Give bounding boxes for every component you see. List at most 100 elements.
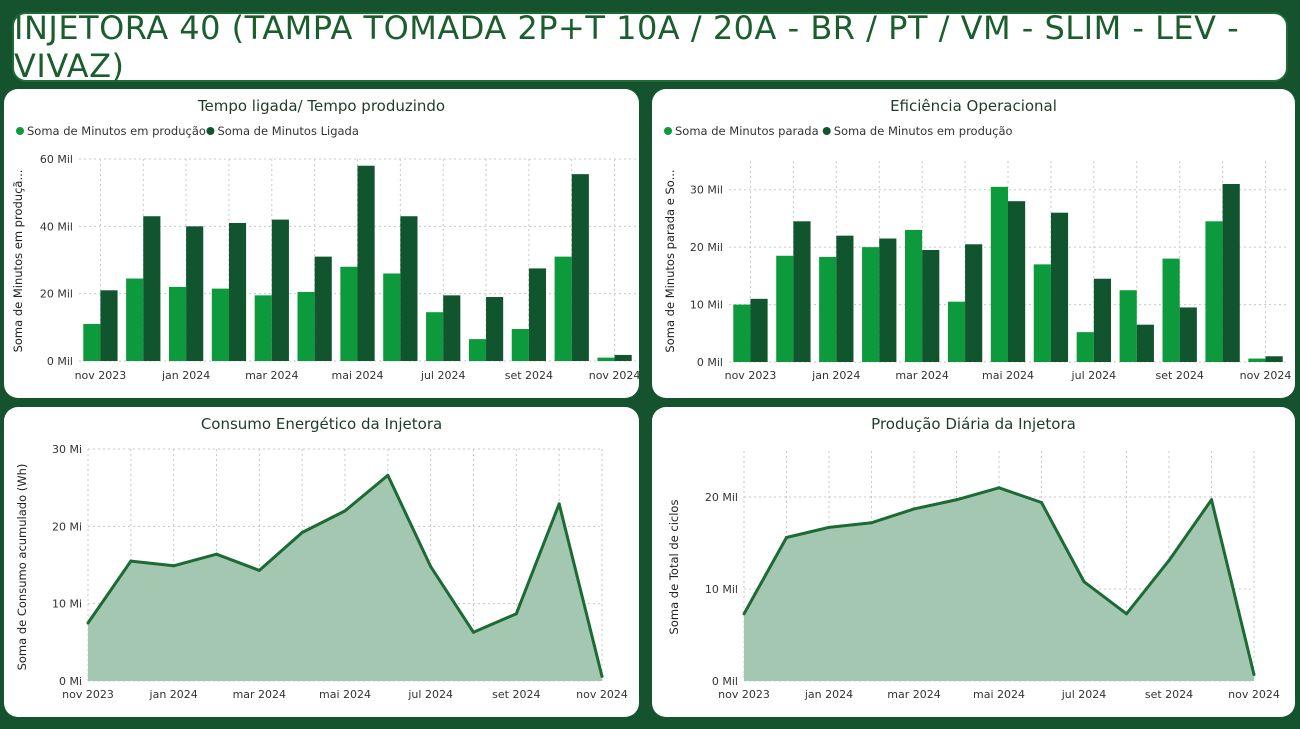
data-point-nov-2024 bbox=[600, 674, 604, 678]
data-point-set-2024 bbox=[1167, 558, 1171, 562]
data-point-nov-2023 bbox=[742, 612, 746, 616]
area-chart-consumo-energetico: Consumo Energético da Injetora 0 Mi 10 Mi 2… bbox=[15, 415, 628, 701]
data-point-nov-2024 bbox=[1252, 673, 1256, 677]
bar-soma-de-minutos-em-producao-abr-2024 bbox=[297, 291, 315, 361]
x-tick-label: nov 2024 bbox=[1228, 688, 1280, 701]
bar-soma-de-minutos-ligada-out-2024 bbox=[571, 174, 589, 361]
x-tick-label: mar 2024 bbox=[245, 369, 298, 382]
chart-card-eficiencia-operacional[interactable]: Eficiência Operacional Soma de Minutos pa… bbox=[652, 89, 1295, 398]
y-tick-label: 20 Mi bbox=[52, 520, 82, 533]
bar-soma-de-minutos-em-producao-mai-2024 bbox=[340, 266, 358, 361]
bar-soma-de-minutos-ligada-nov-2023 bbox=[100, 290, 118, 361]
x-tick-label: jan 2024 bbox=[161, 369, 210, 382]
x-tick-label: nov 2023 bbox=[75, 369, 127, 382]
bar-soma-de-minutos-em-producao-fev-2024 bbox=[879, 238, 897, 362]
y-tick-label: 0 Mil bbox=[47, 355, 73, 368]
y-tick-label: 10 Mil bbox=[690, 299, 723, 312]
bar-soma-de-minutos-em-producao-jan-2024 bbox=[836, 235, 854, 362]
data-point-ago-2024 bbox=[472, 630, 475, 634]
dashboard-title-bar: INJETORA 40 (TAMPA TOMADA 2P+T 10A / 20A… bbox=[12, 9, 1288, 85]
x-tick-label: nov 2024 bbox=[576, 688, 628, 701]
chart-title: Eficiência Operacional bbox=[890, 97, 1057, 115]
x-tick-label: jul 2024 bbox=[1061, 688, 1107, 701]
y-axis-label: Soma de Consumo acumulado (Wh) bbox=[15, 464, 29, 671]
bar-soma-de-minutos-ligada-jul-2024 bbox=[443, 295, 461, 361]
bar-soma-de-minutos-parada-jun-2024 bbox=[1033, 264, 1051, 362]
data-point-mar-2024 bbox=[912, 507, 916, 511]
y-tick-label: 10 Mi bbox=[52, 598, 82, 611]
bar-soma-de-minutos-parada-jan-2024 bbox=[819, 256, 837, 362]
bar-soma-de-minutos-em-producao-ago-2024 bbox=[1136, 324, 1154, 362]
bar-chart-tempo-ligada: Tempo ligada/ Tempo produzindo Soma de Mi… bbox=[11, 97, 639, 382]
bar-soma-de-minutos-em-producao-fev-2024 bbox=[211, 288, 229, 361]
data-point-out-2024 bbox=[1210, 498, 1213, 502]
bar-soma-de-minutos-em-producao-jun-2024 bbox=[383, 273, 401, 361]
x-tick-label: nov 2023 bbox=[725, 369, 777, 382]
chart-card-consumo-energetico[interactable]: Consumo Energético da Injetora 0 Mi 10 Mi 2… bbox=[4, 407, 639, 717]
data-point-jun-2024 bbox=[386, 473, 390, 477]
bar-soma-de-minutos-em-producao-out-2024 bbox=[554, 256, 572, 361]
data-point-dez-2023 bbox=[785, 535, 788, 539]
x-tick-label: jul 2024 bbox=[1071, 369, 1117, 382]
x-tick-label: set 2024 bbox=[492, 688, 540, 701]
chart-title: Consumo Energético da Injetora bbox=[201, 415, 442, 433]
x-tick-label: nov 2023 bbox=[718, 688, 770, 701]
area-fill bbox=[88, 475, 602, 681]
data-point-jan-2024 bbox=[172, 564, 176, 568]
data-point-jun-2024 bbox=[1040, 501, 1043, 505]
y-tick-label: 40 Mil bbox=[40, 220, 73, 233]
bar-soma-de-minutos-parada-set-2024 bbox=[1162, 258, 1180, 362]
bar-soma-de-minutos-parada-abr-2024 bbox=[947, 301, 966, 362]
legend-label-soma-de-minutos-em-producao: Soma de Minutos em produção bbox=[27, 124, 206, 138]
x-tick-label: mai 2024 bbox=[331, 369, 383, 382]
bar-soma-de-minutos-em-producao-set-2024 bbox=[1179, 307, 1197, 362]
x-tick-label: mar 2024 bbox=[887, 688, 940, 701]
dashboard-title: INJETORA 40 (TAMPA TOMADA 2P+T 10A / 20A… bbox=[14, 9, 1240, 85]
y-tick-label: 0 Mi bbox=[59, 675, 82, 688]
data-point-abr-2024 bbox=[300, 531, 304, 535]
bar-soma-de-minutos-em-producao-nov-2023 bbox=[83, 323, 101, 361]
x-tick-label: mai 2024 bbox=[319, 688, 371, 701]
data-point-fev-2024 bbox=[215, 552, 218, 556]
bar-soma-de-minutos-em-producao-nov-2023 bbox=[750, 298, 768, 362]
y-tick-label: 20 Mil bbox=[40, 288, 73, 301]
x-tick-label: nov 2024 bbox=[1240, 369, 1292, 382]
bar-soma-de-minutos-parada-fev-2024 bbox=[862, 247, 880, 362]
legend-label-soma-de-minutos-ligada: Soma de Minutos Ligada bbox=[217, 124, 358, 138]
bar-soma-de-minutos-em-producao-jul-2024 bbox=[426, 312, 444, 361]
x-tick-label: set 2024 bbox=[1156, 369, 1204, 382]
x-tick-label: jul 2024 bbox=[420, 369, 466, 382]
bar-soma-de-minutos-em-producao-jun-2024 bbox=[1050, 212, 1069, 362]
data-point-dez-2023 bbox=[129, 559, 133, 563]
data-point-jul-2024 bbox=[1082, 580, 1086, 584]
y-axis-label: Soma de Minutos em produçã... bbox=[11, 170, 25, 353]
bar-soma-de-minutos-em-producao-abr-2024 bbox=[965, 244, 983, 362]
chart-card-tempo-ligada[interactable]: Tempo ligada/ Tempo produzindo Soma de Mi… bbox=[4, 89, 639, 398]
bar-soma-de-minutos-em-producao-dez-2023 bbox=[793, 221, 811, 362]
bar-soma-de-minutos-parada-nov-2024 bbox=[1248, 358, 1266, 362]
bar-soma-de-minutos-ligada-set-2024 bbox=[528, 268, 547, 361]
data-point-set-2024 bbox=[514, 612, 518, 616]
x-tick-label: jan 2024 bbox=[804, 688, 853, 701]
bar-soma-de-minutos-ligada-nov-2024 bbox=[614, 354, 632, 361]
bar-soma-de-minutos-em-producao-mar-2024 bbox=[922, 250, 940, 362]
bar-soma-de-minutos-em-producao-out-2024 bbox=[1222, 183, 1240, 362]
x-tick-label: mai 2024 bbox=[982, 369, 1034, 382]
area-fill bbox=[744, 487, 1254, 681]
y-tick-label: 0 Mil bbox=[697, 356, 723, 369]
chart-card-producao-diaria[interactable]: Produção Diária da Injetora 0 Mil 10 Mil 20… bbox=[652, 407, 1295, 717]
bar-soma-de-minutos-em-producao-jan-2024 bbox=[168, 286, 187, 361]
bar-soma-de-minutos-parada-jul-2024 bbox=[1076, 332, 1094, 362]
x-tick-label: set 2024 bbox=[505, 369, 553, 382]
data-point-nov-2023 bbox=[86, 621, 90, 625]
chart-title: Produção Diária da Injetora bbox=[871, 415, 1076, 433]
bar-soma-de-minutos-em-producao-nov-2024 bbox=[597, 357, 615, 361]
data-point-jan-2024 bbox=[827, 525, 831, 529]
area-chart-producao-diaria: Produção Diária da Injetora 0 Mil 10 Mil 20… bbox=[667, 415, 1280, 701]
y-tick-label: 20 Mil bbox=[705, 491, 738, 504]
bar-soma-de-minutos-parada-out-2024 bbox=[1205, 221, 1223, 362]
bar-soma-de-minutos-ligada-jan-2024 bbox=[186, 226, 204, 361]
x-tick-label: jan 2024 bbox=[811, 369, 860, 382]
bar-soma-de-minutos-ligada-fev-2024 bbox=[228, 222, 247, 361]
bar-soma-de-minutos-parada-nov-2023 bbox=[733, 304, 751, 362]
